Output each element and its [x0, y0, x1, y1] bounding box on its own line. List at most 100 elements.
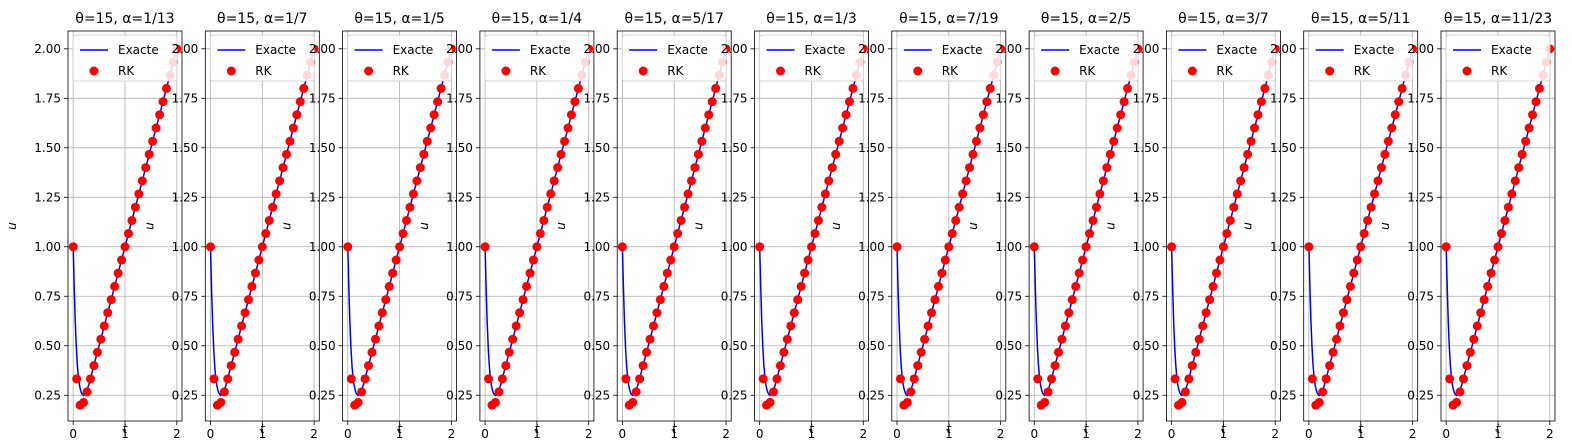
legend-marker-swatch [226, 66, 236, 76]
panel-title: θ=15, α=2/5 [1041, 11, 1132, 27]
y-axis-label: u [966, 222, 980, 230]
y-tick-label: 1.50 [721, 141, 748, 155]
rk-point [659, 281, 669, 291]
rk-point [1390, 110, 1400, 120]
rk-point [1531, 97, 1541, 107]
legend: Exacte RK [209, 34, 315, 82]
panel-6: 0 1 2 0.25 0.50 0.75 1.00 1.25 1.50 1.75 2.00 t u θ=1… [692, 11, 869, 441]
x-tick-label: 2 [173, 427, 181, 441]
panel-title: θ=15, α=7/19 [899, 11, 998, 27]
x-tick-label: 1 [1357, 427, 1365, 441]
rk-point [669, 242, 679, 252]
rk-point [1047, 374, 1057, 384]
rk-point [563, 123, 573, 133]
y-tick-label: 0.25 [309, 388, 336, 402]
rk-point [1462, 361, 1472, 371]
rk-point [285, 136, 295, 146]
rk-point [1387, 123, 1397, 133]
rk-point [346, 374, 356, 384]
legend-label: Exacte [805, 43, 846, 57]
rk-point [148, 136, 158, 146]
y-tick-label: 1.25 [34, 190, 61, 204]
y-tick-label: 1.00 [309, 240, 336, 254]
y-tick-label: 1.00 [1270, 240, 1297, 254]
legend-label: Exacte [118, 43, 159, 57]
rk-point [1493, 242, 1503, 252]
rk-point [556, 149, 566, 159]
y-tick-label: 1.75 [172, 91, 199, 105]
rk-point [1085, 229, 1095, 239]
rk-point [1067, 295, 1077, 305]
x-tick-label: 2 [310, 427, 318, 441]
y-tick-label: 1.50 [1407, 141, 1434, 155]
y-tick-label: 2.00 [446, 42, 473, 56]
x-tick-label: 1 [945, 427, 953, 441]
x-tick-label: 0 [344, 427, 352, 441]
rk-point [807, 242, 816, 252]
y-tick-label: 0.50 [446, 339, 473, 353]
rk-point [810, 229, 820, 239]
legend-marker-swatch [638, 66, 648, 76]
x-tick-label: 1 [670, 427, 678, 441]
y-axis-label: u [554, 222, 568, 230]
rk-point [985, 83, 995, 93]
rk-point [975, 123, 985, 133]
rk-point [1349, 268, 1359, 278]
rk-point [1095, 189, 1105, 199]
rk-point [257, 242, 267, 252]
rk-point [528, 255, 538, 265]
y-tick-label: 0.75 [995, 289, 1022, 303]
y-tick-label: 1.00 [1407, 240, 1434, 254]
y-tick-label: 0.25 [583, 388, 610, 402]
rk-point [1507, 189, 1517, 199]
rk-point [638, 361, 648, 371]
rk-point [518, 295, 528, 305]
rk-point [1510, 176, 1520, 186]
x-tick-label: 1 [1494, 427, 1502, 441]
x-tick-label: 1 [396, 427, 404, 441]
y-tick-label: 0.75 [858, 289, 885, 303]
rk-point [933, 281, 943, 291]
rk-point [501, 361, 511, 371]
rk-point [697, 136, 707, 146]
rk-point [683, 189, 693, 199]
x-axis-label: t [535, 422, 541, 436]
rk-point [237, 321, 247, 331]
rk-point [546, 189, 556, 199]
legend-marker-swatch [501, 66, 511, 76]
y-axis-label: u [1103, 222, 1117, 230]
rk-point [68, 242, 78, 252]
rk-point [1321, 374, 1331, 384]
rk-point [216, 397, 226, 407]
rk-point [1040, 397, 1050, 407]
rk-point [1102, 163, 1112, 173]
rk-point [1307, 374, 1317, 384]
y-tick-label: 1.75 [1270, 91, 1297, 105]
panel-title: θ=15, α=11/23 [1444, 11, 1552, 27]
y-tick-label: 1.00 [172, 240, 199, 254]
y-tick-label: 1.75 [858, 91, 885, 105]
rk-point [707, 97, 717, 107]
rk-point [978, 110, 988, 120]
y-tick-label: 0.50 [858, 339, 885, 353]
rk-point [1397, 83, 1407, 93]
rk-point [1232, 189, 1242, 199]
rk-point [944, 242, 954, 252]
rk-point [1476, 308, 1486, 318]
rk-point [497, 374, 507, 384]
rk-point [158, 97, 168, 107]
legend-label: Exacte [1216, 43, 1257, 57]
y-tick-label: 1.75 [1407, 91, 1434, 105]
rk-point [134, 189, 144, 199]
rk-point [1081, 242, 1091, 252]
rk-point [113, 268, 123, 278]
panel-3: 0 1 2 0.25 0.50 0.75 1.00 1.25 1.50 1.75 2.00 t u θ=1… [280, 11, 458, 441]
y-tick-label: 0.25 [1270, 388, 1297, 402]
y-tick-label: 0.50 [34, 339, 61, 353]
rk-point [906, 387, 916, 397]
rk-point [1180, 387, 1190, 397]
rk-point [364, 361, 374, 371]
rk-point [947, 229, 957, 239]
rk-point [796, 281, 806, 291]
y-tick-label: 1.25 [858, 190, 885, 204]
